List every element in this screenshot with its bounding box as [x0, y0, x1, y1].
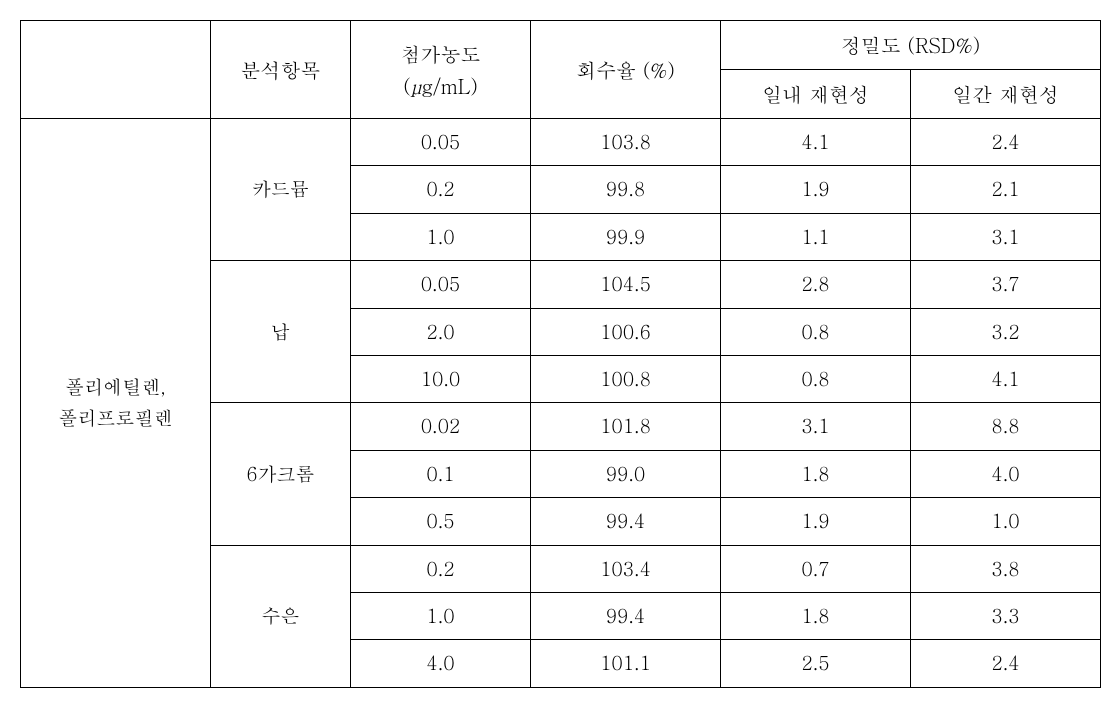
table-row: 폴리에틸렌, 폴리프로필렌 카드뮴 0.05 103.8 4.1 2.4 — [21, 119, 1101, 166]
inter-cell: 4.1 — [911, 355, 1101, 402]
recov-cell: 103.4 — [531, 545, 721, 592]
intra-cell: 1.1 — [721, 213, 911, 260]
conc-cell: 0.1 — [351, 450, 531, 497]
matrix-cell: 폴리에틸렌, 폴리프로필렌 — [21, 119, 211, 688]
recov-cell: 99.4 — [531, 592, 721, 639]
header-precision: 정밀도 (RSD%) — [721, 21, 1101, 70]
recov-cell: 101.8 — [531, 403, 721, 450]
recov-cell: 104.5 — [531, 261, 721, 308]
header-concentration: 첨가농도 (μg/mL) — [351, 21, 531, 119]
header-intra: 일내 재현성 — [721, 70, 911, 119]
header-conc-rest: g/mL) — [422, 71, 478, 100]
header-inter: 일간 재현성 — [911, 70, 1101, 119]
recov-cell: 99.9 — [531, 213, 721, 260]
header-recovery: 회수율 (%) — [531, 21, 721, 119]
recov-cell: 100.8 — [531, 355, 721, 402]
inter-cell: 4.0 — [911, 450, 1101, 497]
intra-cell: 0.8 — [721, 308, 911, 355]
intra-cell: 0.7 — [721, 545, 911, 592]
inter-cell: 2.4 — [911, 640, 1101, 687]
intra-cell: 1.9 — [721, 498, 911, 545]
header-row-1: 분석항목 첨가농도 (μg/mL) 회수율 (%) 정밀도 (RSD%) — [21, 21, 1101, 70]
intra-cell: 4.1 — [721, 119, 911, 166]
header-conc-prefix: ( — [403, 71, 411, 100]
inter-cell: 3.1 — [911, 213, 1101, 260]
intra-cell: 1.8 — [721, 450, 911, 497]
conc-cell: 10.0 — [351, 355, 531, 402]
header-empty — [21, 21, 211, 119]
inter-cell: 3.7 — [911, 261, 1101, 308]
analyte-cell: 카드뮴 — [211, 119, 351, 261]
conc-cell: 0.2 — [351, 166, 531, 213]
validation-table: 분석항목 첨가농도 (μg/mL) 회수율 (%) 정밀도 (RSD%) 일내 … — [20, 20, 1101, 688]
conc-cell: 2.0 — [351, 308, 531, 355]
intra-cell: 2.8 — [721, 261, 911, 308]
header-conc-mu: μ — [411, 71, 422, 100]
intra-cell: 1.9 — [721, 166, 911, 213]
conc-cell: 1.0 — [351, 592, 531, 639]
recov-cell: 103.8 — [531, 119, 721, 166]
conc-cell: 4.0 — [351, 640, 531, 687]
conc-cell: 0.2 — [351, 545, 531, 592]
conc-cell: 0.02 — [351, 403, 531, 450]
header-conc-line1: 첨가농도 — [401, 39, 481, 68]
inter-cell: 1.0 — [911, 498, 1101, 545]
inter-cell: 3.8 — [911, 545, 1101, 592]
recov-cell: 99.8 — [531, 166, 721, 213]
recov-cell: 101.1 — [531, 640, 721, 687]
matrix-line2: 폴리프로필렌 — [59, 404, 173, 431]
analyte-cell: 납 — [211, 261, 351, 403]
inter-cell: 3.3 — [911, 592, 1101, 639]
inter-cell: 3.2 — [911, 308, 1101, 355]
intra-cell: 1.8 — [721, 592, 911, 639]
header-analyte: 분석항목 — [211, 21, 351, 119]
inter-cell: 8.8 — [911, 403, 1101, 450]
intra-cell: 2.5 — [721, 640, 911, 687]
inter-cell: 2.1 — [911, 166, 1101, 213]
conc-cell: 0.05 — [351, 261, 531, 308]
analyte-cell: 6가크롬 — [211, 403, 351, 545]
intra-cell: 3.1 — [721, 403, 911, 450]
analyte-cell: 수은 — [211, 545, 351, 687]
conc-cell: 0.5 — [351, 498, 531, 545]
inter-cell: 2.4 — [911, 119, 1101, 166]
recov-cell: 100.6 — [531, 308, 721, 355]
recov-cell: 99.4 — [531, 498, 721, 545]
conc-cell: 1.0 — [351, 213, 531, 260]
intra-cell: 0.8 — [721, 355, 911, 402]
conc-cell: 0.05 — [351, 119, 531, 166]
matrix-line1: 폴리에틸렌, — [65, 373, 166, 400]
recov-cell: 99.0 — [531, 450, 721, 497]
